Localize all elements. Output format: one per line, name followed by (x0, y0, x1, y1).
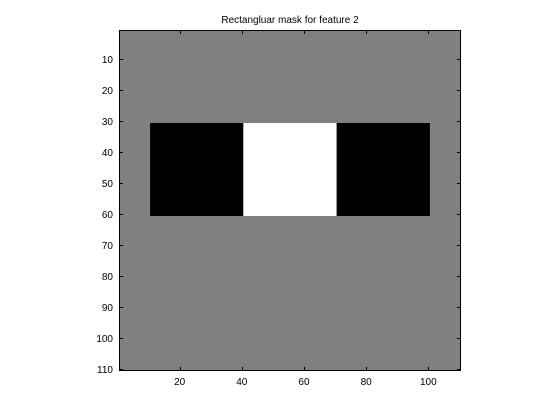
plot-area: 20 40 60 80 100 10 20 30 40 50 60 70 80 90 100 110 (96, 30, 461, 388)
y-tick-label: 100 (96, 334, 113, 345)
mask-region-3 (336, 123, 430, 216)
chart-title: Rectangluar mask for feature 2 (221, 15, 359, 26)
y-tick-label: 90 (102, 303, 114, 314)
x-tick-label: 20 (174, 377, 186, 388)
y-tick-label: 20 (102, 86, 114, 97)
x-axis-ticks: 20 40 60 80 100 (174, 30, 437, 388)
x-tick-label: 40 (236, 377, 248, 388)
mask-region-1 (150, 123, 244, 216)
y-tick-label: 70 (102, 241, 114, 252)
y-tick-label: 60 (102, 210, 114, 221)
x-tick-label: 100 (420, 377, 437, 388)
y-tick-label: 30 (102, 117, 114, 128)
x-tick-label: 60 (298, 377, 310, 388)
y-tick-label: 80 (102, 272, 114, 283)
y-tick-label: 10 (102, 55, 114, 66)
mask-region-2 (243, 123, 337, 216)
axes-frame (119, 30, 461, 371)
y-tick-label: 110 (97, 365, 113, 376)
y-tick-label: 40 (102, 148, 114, 159)
x-tick-label: 80 (361, 377, 373, 388)
mask-regions (150, 123, 430, 216)
y-axis-ticks: 10 20 30 40 50 60 70 80 90 100 110 (96, 55, 461, 376)
y-tick-label: 50 (102, 179, 114, 190)
